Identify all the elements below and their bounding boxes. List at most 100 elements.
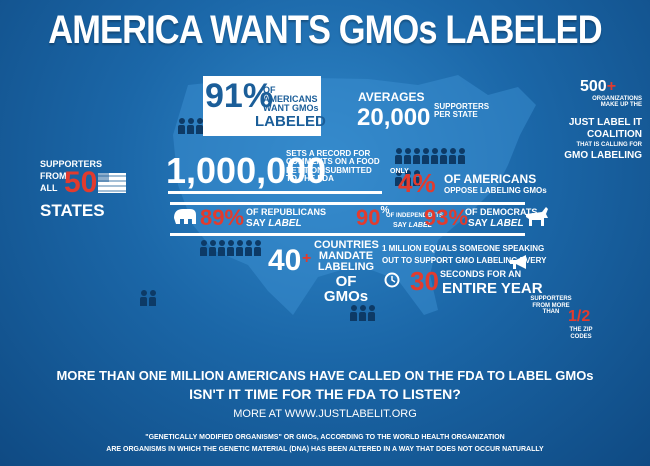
averages-number: 20,000 bbox=[357, 104, 431, 131]
rep-percent: 89% bbox=[200, 205, 245, 230]
person-icon bbox=[196, 118, 203, 134]
person-icon bbox=[422, 148, 429, 164]
states-line2: FROM bbox=[40, 171, 67, 181]
ind-say-label: SAY LABEL bbox=[393, 222, 432, 229]
zip-l5: CODES bbox=[570, 333, 592, 340]
person-icon bbox=[404, 170, 411, 186]
person-icon bbox=[187, 118, 194, 134]
year-line2: OUT TO SUPPORT GMO LABELING EVERY bbox=[382, 256, 547, 265]
person-icon bbox=[359, 305, 366, 321]
orgs-text5: GMO LABELING bbox=[564, 150, 642, 161]
person-icon bbox=[440, 148, 447, 164]
dem-percent: 93% bbox=[424, 205, 469, 230]
person-icon bbox=[149, 290, 156, 306]
person-icon bbox=[227, 240, 234, 256]
states-line1: SUPPORTERS bbox=[40, 159, 103, 169]
stat-91-text: OF AMERICANS WANT GMOs bbox=[263, 85, 319, 113]
person-icon bbox=[458, 148, 465, 164]
person-icon bbox=[209, 240, 216, 256]
ind-pct-sign: % bbox=[380, 205, 390, 216]
ind-pct-value: 90 bbox=[356, 205, 381, 230]
averages-label: AVERAGES bbox=[358, 90, 425, 104]
people-row-5 bbox=[350, 305, 375, 321]
us-flag-icon bbox=[98, 173, 126, 193]
person-icon bbox=[404, 148, 411, 164]
dem-say-label: SAY LABEL bbox=[468, 218, 524, 229]
countries-l4: OF GMOs bbox=[323, 272, 369, 305]
footer-definition-1: "GENETICALLY MODIFIED ORGANISMS" OR GMOs… bbox=[145, 434, 505, 441]
million-text: SETS A RECORD FOR COMMENTS ON A FOOD PET… bbox=[286, 149, 380, 184]
dem-text3: LABEL bbox=[490, 218, 524, 229]
people-row-6 bbox=[140, 290, 156, 306]
footer-line2: ISN'T IT TIME FOR THE FDA TO LISTEN? bbox=[189, 386, 461, 402]
ind-percent: 90% bbox=[356, 205, 389, 231]
year-l1b: SOMEONE SPEAKING bbox=[459, 244, 545, 253]
person-icon bbox=[395, 170, 402, 186]
million-number: 1,000,000 bbox=[166, 150, 327, 191]
divider bbox=[170, 202, 525, 205]
countries-l3: LABELING bbox=[317, 261, 375, 274]
person-icon bbox=[178, 118, 185, 134]
orgs-text1: ORGANIZATIONS MAKE UP THE bbox=[592, 96, 642, 109]
rep-text2: SAY bbox=[246, 218, 266, 229]
person-icon bbox=[245, 240, 252, 256]
zip-tail: THE ZIP CODES bbox=[566, 327, 596, 340]
orgs-number: 500+ bbox=[580, 78, 616, 96]
zip-l4: THE ZIP bbox=[569, 327, 593, 333]
ind-text1: OF INDEPENDENTS bbox=[386, 213, 444, 219]
person-icon bbox=[236, 240, 243, 256]
countries-l2: MANDATE bbox=[318, 250, 374, 263]
person-icon bbox=[431, 148, 438, 164]
states-line4: STATES bbox=[40, 201, 105, 220]
people-row-2 bbox=[395, 148, 465, 164]
orgs-number-value: 500 bbox=[580, 78, 607, 95]
people-row-4 bbox=[200, 240, 261, 256]
year-line3: SECONDS FOR AN bbox=[440, 269, 522, 279]
four-only: ONLY bbox=[390, 168, 409, 175]
person-icon bbox=[413, 170, 420, 186]
ind-text2: SAY bbox=[393, 222, 407, 229]
person-icon bbox=[413, 148, 420, 164]
person-icon bbox=[449, 148, 456, 164]
footer-definition-2: ARE ORGANISMS IN WHICH THE GENETIC MATER… bbox=[106, 446, 544, 453]
four-line1: OF AMERICANS bbox=[444, 172, 537, 186]
person-icon bbox=[254, 240, 261, 256]
four-percent: 4% bbox=[398, 168, 436, 198]
zip-l3: THAN bbox=[542, 309, 560, 316]
zip-l1: SUPPORTERS bbox=[530, 296, 572, 302]
year-l1a: 1 MILLION EQUALS bbox=[382, 244, 458, 253]
zip-text: SUPPORTERS FROM MORE THAN bbox=[526, 296, 576, 316]
person-icon bbox=[140, 290, 147, 306]
states-line3: ALL bbox=[40, 183, 58, 193]
stat-91-percent: 91% bbox=[205, 77, 274, 115]
averages-suffix: SUPPORTERS PER STATE bbox=[434, 102, 490, 120]
countries-plus: + bbox=[302, 250, 312, 267]
democrat-donkey-icon bbox=[526, 207, 548, 226]
orgs-plus: + bbox=[606, 78, 617, 95]
countries-number: 40 bbox=[268, 244, 302, 277]
footer-url[interactable]: MORE AT WWW.JUSTLABELIT.ORG bbox=[233, 408, 417, 420]
states-number: 50 bbox=[64, 166, 98, 199]
rep-text1: OF REPUBLICANS bbox=[246, 207, 327, 217]
year-line1: 1 MILLION EQUALS SOMEONE SPEAKING bbox=[382, 244, 544, 253]
footer-line1: MORE THAN ONE MILLION AMERICANS HAVE CAL… bbox=[56, 368, 594, 383]
year-line4: ENTIRE YEAR bbox=[442, 280, 543, 297]
clock-icon bbox=[384, 272, 400, 288]
person-icon bbox=[218, 240, 225, 256]
rep-say-label: SAY LABEL bbox=[246, 218, 302, 229]
republican-elephant-icon bbox=[174, 209, 196, 224]
orgs-text3: COALITION bbox=[587, 129, 642, 140]
person-icon bbox=[368, 305, 375, 321]
dem-text2: SAY bbox=[468, 218, 488, 229]
divider bbox=[168, 191, 382, 194]
four-line2: OPPOSE LABELING GMOs bbox=[444, 186, 547, 195]
orgs-text2: JUST LABEL IT bbox=[568, 117, 642, 128]
dem-text1: OF DEMOCRATS bbox=[465, 207, 538, 217]
rep-text3: LABEL bbox=[268, 218, 302, 229]
orgs-text4: THAT IS CALLING FOR bbox=[576, 142, 642, 148]
person-icon bbox=[200, 240, 207, 256]
divider bbox=[170, 233, 525, 236]
stat-91-panel: 91% OF AMERICANS WANT GMOs LABELED bbox=[203, 76, 326, 136]
stat-91-label: LABELED bbox=[255, 113, 326, 130]
year-number: 30 bbox=[410, 266, 439, 296]
